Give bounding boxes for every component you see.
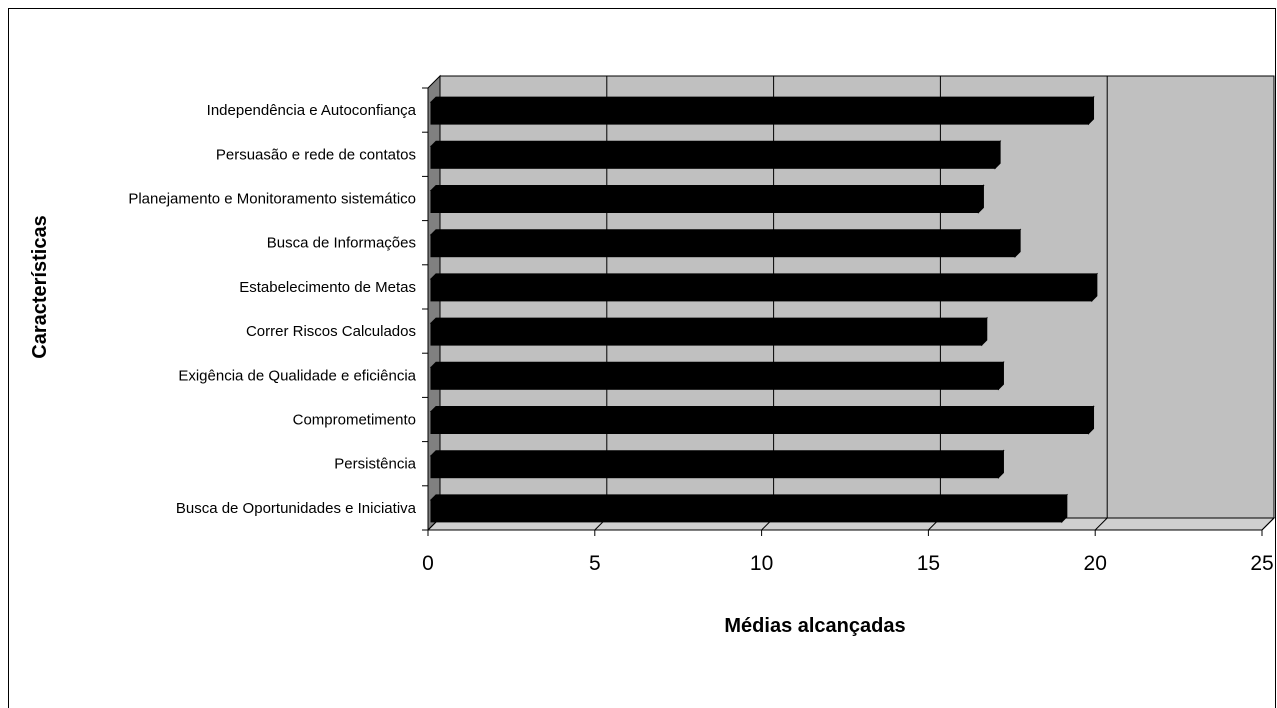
bar — [429, 449, 1005, 479]
category-labels: Independência e Autoconfiança Persuasão e… — [128, 102, 416, 517]
bar — [429, 493, 1069, 524]
bar-top — [429, 317, 988, 324]
bar-top — [429, 494, 1069, 501]
bar-front — [430, 455, 999, 479]
x-tick-label: 25 — [1250, 552, 1273, 575]
category-label: Planejamento e Monitoramento sistemático — [128, 191, 416, 208]
bar-end — [997, 449, 1004, 479]
bar — [429, 272, 1099, 303]
bar — [429, 316, 988, 347]
bar-top — [429, 450, 1005, 457]
y-axis-title: Características — [29, 215, 51, 358]
x-tick-label: 0 — [422, 552, 434, 575]
bar — [429, 405, 1095, 435]
bar-front — [430, 145, 996, 169]
bar — [429, 184, 985, 214]
bar-front — [430, 366, 999, 390]
category-label: Estabelecimento de Metas — [239, 279, 416, 296]
bar-top — [429, 140, 1002, 147]
bar-end — [997, 361, 1004, 391]
bar-end — [981, 316, 988, 347]
x-axis-title: Médias alcançadas — [724, 615, 905, 637]
x-tick-labels: 0 5 10 15 20 25 — [422, 552, 1274, 575]
bar-top — [429, 229, 1022, 236]
category-label: Busca de Oportunidades e Iniciativa — [176, 500, 417, 517]
bar-end — [977, 184, 984, 214]
x-tick-label: 10 — [750, 552, 773, 575]
category-label: Busca de Informações — [267, 235, 416, 252]
bar — [429, 361, 1005, 391]
bar-top — [429, 185, 985, 191]
category-label: Persistência — [334, 456, 416, 473]
bar — [429, 228, 1022, 258]
bar-front — [430, 278, 1093, 302]
bar-front — [430, 234, 1016, 258]
bar-end — [1061, 493, 1068, 524]
bar-front — [430, 101, 1090, 125]
x-tick-label: 5 — [589, 552, 601, 575]
bar-front — [430, 499, 1063, 523]
bar-end — [1088, 95, 1095, 126]
bar-top — [429, 361, 1005, 368]
category-label: Correr Riscos Calculados — [246, 323, 416, 340]
bar-end — [1091, 272, 1098, 303]
bar — [429, 95, 1095, 126]
category-label: Persuasão e rede de contatos — [216, 146, 416, 163]
floor-gridline — [1094, 517, 1108, 531]
category-label: Comprometimento — [293, 412, 416, 429]
bar-end — [1088, 405, 1095, 435]
floor-gridline — [1261, 517, 1275, 531]
bar-top — [429, 273, 1099, 280]
bar-front — [430, 322, 983, 346]
bar-top — [429, 96, 1095, 103]
bar-front — [430, 190, 979, 213]
bar-end — [994, 140, 1001, 170]
bar — [429, 140, 1002, 170]
bar-end — [1014, 228, 1021, 258]
category-label: Exigência de Qualidade e eficiência — [178, 367, 416, 384]
bar-top — [429, 406, 1095, 412]
bars — [429, 95, 1099, 524]
bar-front — [430, 411, 1090, 434]
chart-frame — [8, 8, 1276, 708]
x-tick-label: 15 — [917, 552, 940, 575]
category-label: Independência e Autoconfiança — [207, 102, 417, 119]
x-tick-label: 20 — [1084, 552, 1107, 575]
